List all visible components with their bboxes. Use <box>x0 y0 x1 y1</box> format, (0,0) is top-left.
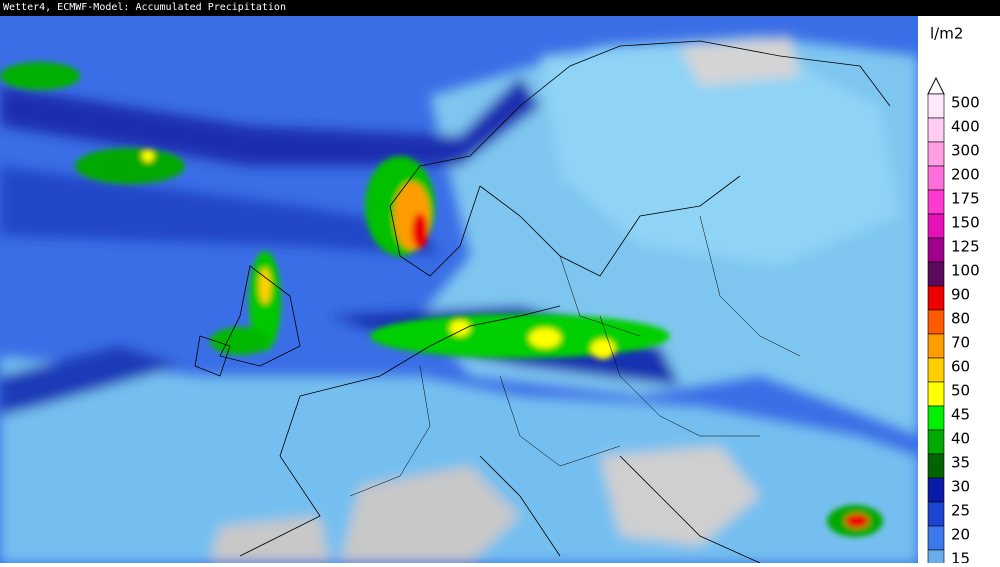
legend-swatch <box>927 429 945 455</box>
legend-swatch <box>927 93 945 119</box>
legend-label: 175 <box>951 190 980 208</box>
legend-label: 30 <box>951 478 970 496</box>
legend-label: 200 <box>951 166 980 184</box>
legend-label: 45 <box>951 406 970 424</box>
legend-swatch <box>927 117 945 143</box>
legend-swatch <box>927 357 945 383</box>
legend-swatch <box>927 381 945 407</box>
legend-swatch <box>927 165 945 191</box>
precipitation-map <box>0 16 918 563</box>
legend-swatch <box>927 549 945 567</box>
legend: l/m2 500 400 300 200 175 150 125 100 90 80 70 60 50 4… <box>918 16 1000 567</box>
legend-swatch <box>927 453 945 479</box>
legend-label: 300 <box>951 142 980 160</box>
legend-label: 80 <box>951 310 970 328</box>
legend-label: 125 <box>951 238 980 256</box>
legend-swatch <box>927 237 945 263</box>
legend-swatch <box>927 213 945 239</box>
legend-swatch <box>927 309 945 335</box>
legend-swatch <box>927 261 945 287</box>
legend-swatch <box>927 333 945 359</box>
legend-arrow <box>927 76 945 95</box>
legend-swatch <box>927 285 945 311</box>
legend-label: 150 <box>951 214 980 232</box>
legend-label: 15 <box>951 550 970 564</box>
coastlines <box>194 40 891 563</box>
legend-label: 400 <box>951 118 980 136</box>
borders <box>349 215 801 497</box>
legend-swatch <box>927 525 945 551</box>
legend-label: 500 <box>951 94 980 112</box>
legend-swatch <box>927 477 945 503</box>
heavy-precip <box>0 62 883 537</box>
legend-unit: l/m2 <box>930 25 963 43</box>
title-bar: Wetter4, ECMWF-Model: Accumulated Precip… <box>0 0 1000 16</box>
legend-label: 50 <box>951 382 970 400</box>
legend-swatch <box>927 501 945 527</box>
title: Wetter4, ECMWF-Model: Accumulated Precip… <box>3 2 286 13</box>
legend-swatch <box>927 189 945 215</box>
legend-label: 100 <box>951 262 980 280</box>
legend-swatch <box>927 141 945 167</box>
legend-label: 60 <box>951 358 970 376</box>
legend-label: 35 <box>951 454 970 472</box>
legend-panel: l/m2 500 400 300 200 175 150 125 100 90 80 70 60 50 4… <box>927 25 980 567</box>
legend-swatch <box>927 405 945 431</box>
legend-label: 40 <box>951 430 970 448</box>
legend-label: 20 <box>951 526 970 544</box>
legend-label: 90 <box>951 286 970 304</box>
legend-label: 25 <box>951 502 970 520</box>
legend-label: 70 <box>951 334 970 352</box>
